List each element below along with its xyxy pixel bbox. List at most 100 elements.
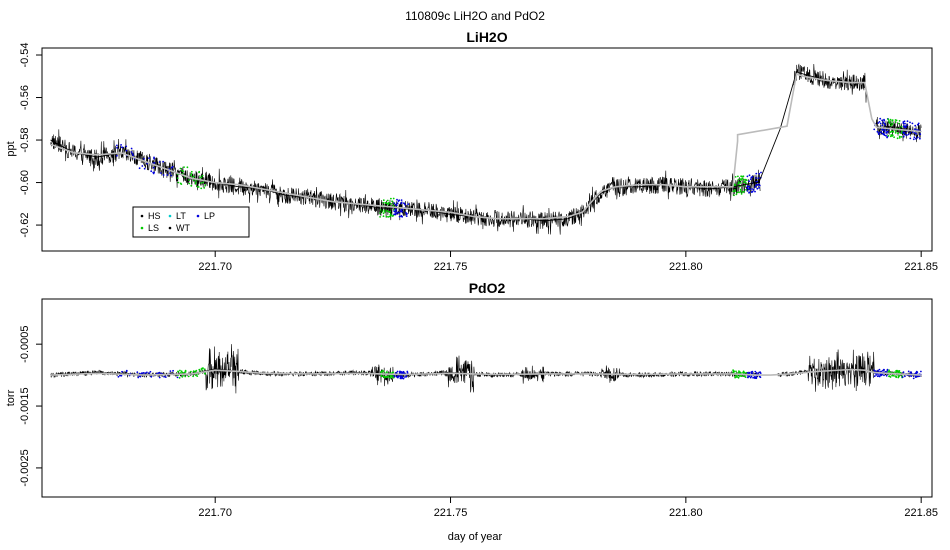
lih2o-segment-marker <box>887 134 890 137</box>
lih2o-segment-marker <box>160 172 162 174</box>
lih2o-segment-marker <box>386 202 388 205</box>
lih2o-segment-marker <box>195 181 197 184</box>
lih2o-segment-marker <box>738 191 740 194</box>
pdo2-segment-marker <box>386 375 388 378</box>
lih2o-segment-marker <box>181 169 183 172</box>
lih2o-x-tick-label: 221.80 <box>669 261 703 273</box>
lih2o-segment-marker <box>919 133 922 136</box>
pdo2-segment-marker <box>894 375 896 377</box>
lih2o-segment-marker <box>905 126 907 129</box>
lih2o-segment-marker <box>883 130 886 133</box>
lih2o-segment-marker <box>194 182 197 185</box>
pdo2-segment-marker <box>876 375 879 378</box>
pdo2-segment-marker <box>746 376 749 378</box>
lih2o-segment-marker <box>746 190 749 192</box>
axes-pdo2: 221.70 221.75 221.80 221.85 -0.0025 -0.0015 -0… <box>19 326 938 519</box>
segment-markers-lih2o <box>116 117 922 218</box>
lih2o-segment-marker <box>879 117 882 120</box>
pdo2-segment-marker <box>735 370 737 373</box>
legend-marker-wt <box>168 226 172 230</box>
pdo2-segment-marker <box>164 376 167 378</box>
pdo2-segment-marker <box>158 376 161 379</box>
lih2o-segment-marker <box>404 211 407 214</box>
lih2o-segment-marker <box>745 182 747 185</box>
lih2o-segment-marker <box>751 175 754 178</box>
lih2o-segment-marker <box>200 187 203 190</box>
pdo2-segment-marker <box>750 375 753 378</box>
pdo2-segment-marker <box>386 371 388 374</box>
lih2o-segment-marker <box>897 132 899 135</box>
pdo2-y-tick-label: -0.0005 <box>19 326 31 363</box>
pdo2-segment-marker <box>888 369 890 372</box>
lih2o-segment-marker <box>905 134 908 137</box>
pdo2-segment-marker <box>751 370 754 373</box>
lih2o-segment-marker <box>756 183 758 186</box>
lih2o-x-tick-label: 221.85 <box>904 261 938 273</box>
lih2o-segment-marker <box>392 197 395 200</box>
lih2o-segment-marker <box>390 197 392 200</box>
lih2o-segment-marker <box>887 118 890 121</box>
raw-signal-pdo2 <box>50 344 922 394</box>
lih2o-segment-marker <box>898 122 900 125</box>
lih2o-segment-marker <box>745 179 748 182</box>
lih2o-segment-marker <box>733 194 735 197</box>
lih2o-segment-marker <box>754 186 756 189</box>
lih2o-segment-marker <box>885 134 887 137</box>
lih2o-segment-marker <box>873 128 876 131</box>
lih2o-segment-marker <box>386 209 388 212</box>
lih2o-segment-marker <box>394 211 396 213</box>
pdo2-segment-marker <box>195 369 198 372</box>
lih2o-segment-marker <box>886 136 888 139</box>
pdo2-segment-marker <box>732 369 734 372</box>
lih2o-segment-marker <box>382 215 385 218</box>
pdo2-segment-marker <box>748 375 751 378</box>
lih2o-segment-marker <box>883 118 885 121</box>
lih2o-segment-marker <box>200 176 203 179</box>
pdo2-segment-marker <box>158 371 161 374</box>
lih2o-segment-marker <box>883 122 886 125</box>
lih2o-segment-marker <box>904 133 907 136</box>
lih2o-segment-marker <box>169 172 171 175</box>
pdo2-segment-marker <box>192 375 195 378</box>
lih2o-segment-marker <box>131 152 134 155</box>
lih2o-segment-marker <box>401 215 404 218</box>
lih2o-segment-marker <box>190 174 192 177</box>
pdo2-segment-marker <box>901 376 904 378</box>
lih2o-segment-marker <box>903 125 906 128</box>
pdo2-segment-marker <box>749 376 752 379</box>
lih2o-segment-marker <box>738 181 740 184</box>
lih2o-segment-marker <box>382 199 385 202</box>
legend-marker-hs <box>140 214 144 218</box>
pdo2-segment-marker <box>755 377 758 380</box>
lih2o-segment-marker <box>914 124 917 127</box>
lih2o-segment-marker <box>884 129 887 131</box>
lih2o-segment-marker <box>116 154 118 157</box>
lih2o-segment-marker <box>394 213 397 216</box>
lih2o-y-tick-label: -0.60 <box>19 170 31 195</box>
lih2o-segment-marker <box>166 174 169 176</box>
legend-label-hs: HS <box>148 211 161 221</box>
lih2o-segment-marker <box>876 130 879 133</box>
pdo2-segment-marker <box>917 375 920 378</box>
lih2o-segment-marker <box>396 204 398 207</box>
pdo2-segment-marker <box>396 370 399 373</box>
pdo2-segment-marker <box>396 376 398 378</box>
lih2o-segment-marker <box>385 215 388 218</box>
pdo2-segment-marker <box>405 375 408 378</box>
pdo2-segment-marker <box>912 377 915 380</box>
segment-markers-pdo2 <box>117 367 922 380</box>
lih2o-segment-marker <box>758 172 761 175</box>
pdo2-segment-marker <box>904 375 906 378</box>
lih2o-segment-marker <box>904 122 906 125</box>
lih2o-segment-marker <box>917 122 920 125</box>
lih2o-segment-marker <box>749 178 752 181</box>
figure-title: 110809c LiH2O and PdO2 <box>405 9 545 23</box>
lih2o-segment-marker <box>750 191 753 193</box>
pdo2-segment-marker <box>888 375 890 378</box>
pdo2-segment-marker <box>393 374 396 377</box>
lih2o-segment-marker <box>736 191 739 194</box>
lih2o-segment-marker <box>404 203 406 206</box>
lih2o-segment-marker <box>401 210 403 213</box>
lih2o-segment-marker <box>405 213 408 216</box>
lih2o-segment-marker <box>906 120 909 123</box>
